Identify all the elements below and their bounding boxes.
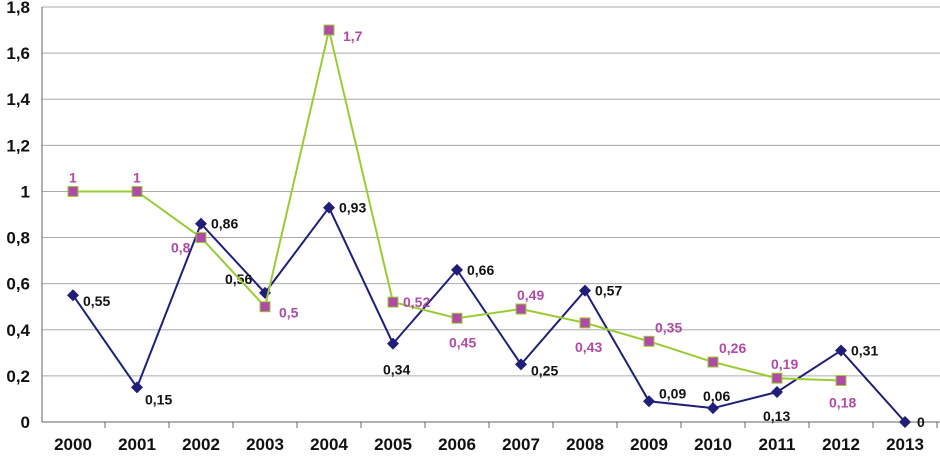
data-point-diamond [771,386,783,399]
data-point-diamond [707,402,719,415]
data-point-diamond [195,217,207,230]
x-tick-label: 2011 [759,435,796,454]
y-tick-label: 1 [21,182,30,201]
x-tick-label: 2009 [630,435,668,454]
data-point-square [387,296,399,308]
data-label: 0,43 [575,339,602,355]
data-point-square [515,303,527,315]
data-point-diamond [131,381,143,394]
data-point-square [643,335,655,347]
data-point-diamond [643,395,655,408]
x-tick-label: 2008 [566,435,604,454]
x-tick-label: 2003 [246,435,284,454]
data-label: 0,86 [211,216,238,232]
y-tick-label: 0 [21,413,30,432]
x-tick-label: 2004 [310,435,348,454]
data-label: 0,13 [763,408,790,424]
data-point-diamond [899,416,911,428]
data-label: 0,31 [851,343,878,359]
data-point-square [67,185,79,197]
data-point-square [707,356,719,368]
data-label: 1 [133,169,141,185]
data-point-diamond [579,284,591,297]
data-point-square [323,24,335,36]
data-label: 0,45 [449,334,476,350]
data-label: 1 [69,169,77,185]
data-point-square [835,375,847,386]
y-tick-label: 1,6 [6,44,30,63]
data-label: 0,66 [467,262,494,278]
data-label: 0,8 [171,240,191,256]
data-label: 0,49 [517,287,544,303]
data-label: 0,57 [595,283,622,299]
data-label: 0 [917,414,925,430]
data-point-square [451,312,463,324]
data-point-square [131,185,143,197]
data-point-square [195,232,207,244]
data-label: 0,5 [279,305,299,321]
data-point-square [259,301,271,313]
x-tick-label: 2007 [502,435,540,454]
x-tick-label: 2005 [374,435,412,454]
data-point-diamond [451,263,463,276]
y-tick-label: 1,4 [6,90,30,109]
x-tick-label: 2010 [694,435,732,454]
series-line [72,205,906,423]
y-tick-label: 0,8 [6,229,30,248]
data-label: 0,26 [719,340,746,356]
data-label: 0,18 [829,395,856,411]
data-point-diamond [835,344,847,357]
data-point-diamond [387,337,399,350]
data-point-diamond [323,201,335,214]
data-label: 0,55 [83,293,110,309]
series-line [73,29,842,382]
data-label: 0,15 [145,391,172,407]
x-tick-label: 2001 [118,435,156,454]
data-point-diamond [67,289,79,302]
data-label: 1,7 [343,28,363,44]
data-point-square [579,317,591,329]
data-point-square [771,372,783,384]
x-tick-label: 2002 [182,435,220,454]
data-label: 0,09 [659,385,686,401]
data-label: 0,06 [703,388,730,404]
x-tick-label: 2006 [438,435,476,454]
x-tick-label: 2013 [886,435,924,454]
x-tick-label: 2000 [54,435,92,454]
data-label: 0,93 [339,200,366,216]
data-label: 0,25 [531,362,558,378]
y-tick-label: 0,6 [6,275,30,294]
data-point-diamond [515,358,527,371]
data-label: 0,35 [655,319,682,335]
data-label: 0,34 [383,362,410,378]
x-tick-label: 2012 [822,435,860,454]
data-label: 0,19 [771,356,798,372]
data-label: 0,52 [403,294,430,310]
y-tick-label: 0,4 [6,321,30,340]
y-tick-label: 0,2 [6,367,30,386]
y-tick-label: 1,8 [6,0,30,17]
y-tick-label: 1,2 [6,136,30,155]
